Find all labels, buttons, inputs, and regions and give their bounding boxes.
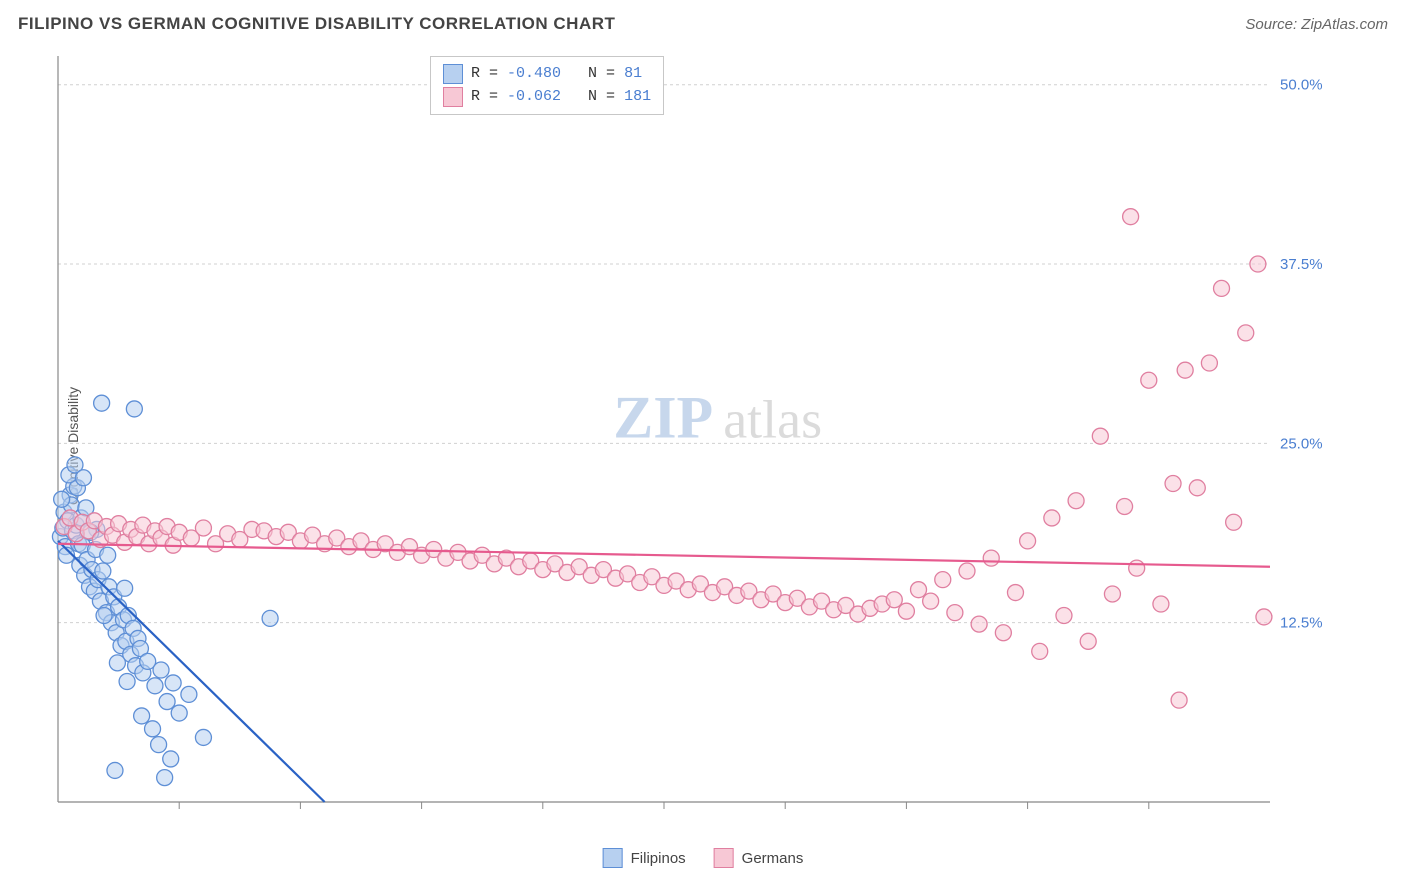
legend-swatch <box>603 848 623 868</box>
scatter-point <box>181 686 197 702</box>
scatter-point <box>1123 209 1139 225</box>
scatter-point <box>1104 586 1120 602</box>
scatter-point <box>1201 355 1217 371</box>
series-germans <box>56 209 1272 708</box>
scatter-point <box>54 491 70 507</box>
scatter-point <box>147 678 163 694</box>
scatter-point <box>1165 476 1181 492</box>
chart-area: 12.5%25.0%37.5%50.0%ZIPatlas0.0%100.0% <box>50 50 1384 832</box>
scatter-point <box>171 705 187 721</box>
scatter-point <box>145 721 161 737</box>
correlation-stats-box: R = -0.480 N = 81R = -0.062 N = 181 <box>430 56 664 115</box>
scatter-point <box>119 673 135 689</box>
scatter-point <box>163 751 179 767</box>
stats-text: R = -0.062 N = 181 <box>471 86 651 109</box>
scatter-chart: 12.5%25.0%37.5%50.0%ZIPatlas0.0%100.0% <box>50 50 1330 810</box>
scatter-point <box>1171 692 1187 708</box>
scatter-point <box>159 694 175 710</box>
y-tick-label: 37.5% <box>1280 256 1323 273</box>
scatter-point <box>1044 510 1060 526</box>
series-filipinos <box>52 395 278 785</box>
scatter-point <box>75 470 91 486</box>
scatter-point <box>134 708 150 724</box>
scatter-point <box>935 572 951 588</box>
scatter-point <box>983 550 999 566</box>
scatter-point <box>1141 372 1157 388</box>
scatter-point <box>1117 498 1133 514</box>
chart-legend: Filipinos Germans <box>603 848 804 868</box>
watermark: ZIPatlas <box>613 385 822 451</box>
scatter-point <box>165 675 181 691</box>
y-tick-label: 25.0% <box>1280 435 1323 452</box>
scatter-point <box>995 625 1011 641</box>
scatter-point <box>1177 362 1193 378</box>
scatter-point <box>1068 493 1084 509</box>
source-name: ZipAtlas.com <box>1301 16 1388 33</box>
scatter-point <box>971 616 987 632</box>
scatter-point <box>1007 585 1023 601</box>
source-attribution: Source: ZipAtlas.com <box>1245 16 1388 33</box>
trend-line-germans <box>58 544 1270 567</box>
scatter-point <box>96 608 112 624</box>
scatter-point <box>1080 633 1096 649</box>
scatter-point <box>1189 480 1205 496</box>
scatter-point <box>195 520 211 536</box>
scatter-point <box>911 582 927 598</box>
scatter-point <box>151 737 167 753</box>
chart-header: FILIPINO VS GERMAN COGNITIVE DISABILITY … <box>0 0 1406 34</box>
scatter-point <box>157 770 173 786</box>
scatter-point <box>107 762 123 778</box>
legend-label: Filipinos <box>631 850 686 867</box>
stats-text: R = -0.480 N = 81 <box>471 63 642 86</box>
scatter-point <box>1226 514 1242 530</box>
scatter-point <box>959 563 975 579</box>
stats-row: R = -0.062 N = 181 <box>443 86 651 109</box>
stats-series-swatch <box>443 64 463 84</box>
scatter-point <box>1256 609 1272 625</box>
scatter-point <box>1032 643 1048 659</box>
scatter-point <box>262 610 278 626</box>
legend-item: Germans <box>714 848 804 868</box>
scatter-point <box>886 592 902 608</box>
chart-title: FILIPINO VS GERMAN COGNITIVE DISABILITY … <box>18 14 615 34</box>
scatter-point <box>923 593 939 609</box>
svg-text:atlas: atlas <box>723 390 822 450</box>
svg-text:ZIP: ZIP <box>613 385 713 451</box>
source-prefix: Source: <box>1245 16 1301 33</box>
scatter-point <box>1020 533 1036 549</box>
y-tick-label: 12.5% <box>1280 615 1323 632</box>
scatter-point <box>126 401 142 417</box>
scatter-point <box>100 547 116 563</box>
scatter-point <box>1092 428 1108 444</box>
scatter-point <box>153 662 169 678</box>
y-tick-label: 50.0% <box>1280 77 1323 94</box>
scatter-point <box>195 729 211 745</box>
scatter-point <box>1153 596 1169 612</box>
scatter-point <box>95 563 111 579</box>
scatter-point <box>1129 560 1145 576</box>
legend-item: Filipinos <box>603 848 686 868</box>
stats-row: R = -0.480 N = 81 <box>443 63 651 86</box>
scatter-point <box>1214 280 1230 296</box>
trend-line-filipinos <box>58 541 325 802</box>
scatter-point <box>94 395 110 411</box>
scatter-point <box>1238 325 1254 341</box>
scatter-point <box>1056 608 1072 624</box>
scatter-point <box>947 605 963 621</box>
scatter-point <box>1250 256 1266 272</box>
scatter-point <box>898 603 914 619</box>
stats-series-swatch <box>443 87 463 107</box>
scatter-point <box>109 655 125 671</box>
legend-label: Germans <box>742 850 804 867</box>
legend-swatch <box>714 848 734 868</box>
scatter-point <box>117 580 133 596</box>
